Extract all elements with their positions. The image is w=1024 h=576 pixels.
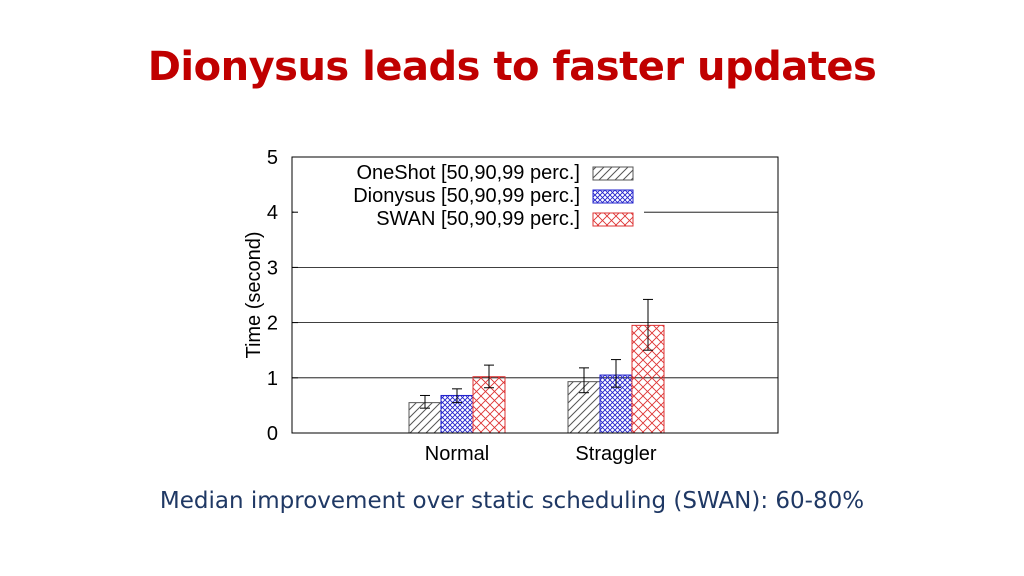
plot-frame bbox=[291, 156, 779, 434]
legend-swatch bbox=[592, 166, 634, 181]
slide-caption: Median improvement over static schedulin… bbox=[159, 488, 865, 514]
x-tick-label: Normal bbox=[425, 443, 489, 465]
legend-background bbox=[294, 163, 644, 239]
legend-swatch bbox=[592, 189, 634, 204]
y-tick-label: 5 bbox=[267, 147, 278, 169]
y-axis-label: Time (second) bbox=[243, 231, 265, 358]
legend-label: Dionysus [50,90,99 perc.] bbox=[353, 185, 580, 207]
y-tick-label: 0 bbox=[267, 423, 278, 445]
y-tick-label: 4 bbox=[267, 202, 278, 224]
x-tick-label: Straggler bbox=[575, 443, 656, 465]
y-tick-label: 3 bbox=[267, 257, 278, 279]
slide-title: Dionysus leads to faster updates bbox=[147, 44, 877, 90]
y-tick-label: 2 bbox=[267, 313, 278, 335]
legend-label: OneShot [50,90,99 perc.] bbox=[357, 162, 581, 184]
legend-label: SWAN [50,90,99 perc.] bbox=[376, 208, 580, 230]
y-tick-label: 1 bbox=[267, 368, 278, 390]
bar-chart: OneShot [50,90,99 perc.]Dionysus [50,90,… bbox=[243, 147, 779, 465]
legend-swatch bbox=[592, 212, 634, 227]
